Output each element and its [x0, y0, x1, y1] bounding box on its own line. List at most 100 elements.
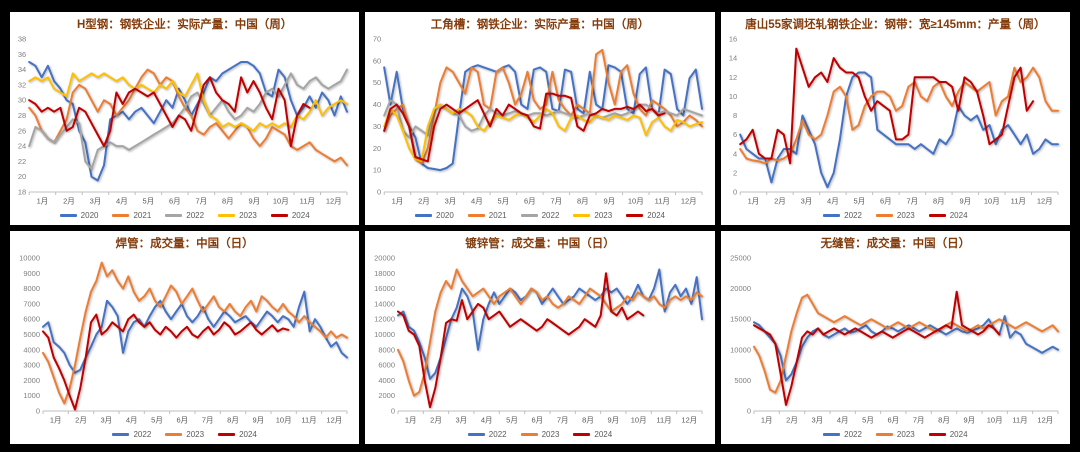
x-axis-tick-label: 5月 [862, 415, 874, 424]
legend-label: 2023 [186, 429, 205, 439]
x-axis-tick-label: 5月 [498, 196, 510, 205]
x-axis-tick-label: 2月 [774, 196, 786, 205]
y-axis-tick-label: 2 [733, 168, 737, 177]
legend-label: 2021 [133, 210, 152, 220]
legend-item-2023: 2023 [218, 211, 257, 220]
x-axis-tick-label: 7月 [912, 415, 924, 424]
chart-title: 焊管：成交量：中国（日） [115, 238, 254, 250]
legend-label: 2022 [133, 429, 152, 439]
legend-swatch [928, 213, 946, 217]
chart-panel-galvanized-pipe: 镀锌管：成交量：中国（日） 0 2000 4000 6000 8000 10000 1200… [365, 231, 715, 444]
chart-panel-welded-pipe: 焊管：成交量：中国（日） 0 1000 2000 3000 4000 5000 6000 70… [10, 231, 360, 444]
legend-swatch [467, 213, 485, 217]
chart-panel-seamless-pipe: 无缝管：成交量：中国（日） 0 5000 10000 15000 20000 25000 1… [720, 231, 1070, 444]
x-axis-tick-label: 12月 [326, 196, 342, 205]
x-axis-tick-label: 3月 [811, 415, 823, 424]
legend-label: 2024 [647, 210, 665, 220]
x-axis-tick-label: 9月 [963, 415, 975, 424]
legend-swatch [112, 432, 130, 436]
y-axis-tick-label: 20000 [374, 253, 395, 262]
legend-swatch [520, 432, 538, 436]
legend-item-2024: 2024 [218, 430, 257, 439]
legend-swatch [823, 213, 841, 217]
legend-item-2021: 2021 [112, 211, 151, 220]
y-axis-tick-label: 15000 [730, 315, 751, 324]
legend-label: 2021 [488, 210, 507, 220]
x-axis-tick-label: 1月 [392, 196, 404, 205]
y-axis-tick-label: 0 [733, 187, 737, 196]
x-axis-tick-label: 7月 [551, 196, 563, 205]
x-axis-tick-label: 10月 [631, 415, 647, 424]
x-axis-tick-label: 2月 [430, 415, 442, 424]
x-axis-tick-label: 8月 [227, 415, 239, 424]
chart-title: H型钢：钢铁企业：实际产量：中国（周） [77, 19, 293, 31]
x-axis-tick-label: 3月 [100, 415, 112, 424]
y-axis-tick-label: 20000 [730, 284, 751, 293]
x-axis-tick-label: 4月 [836, 415, 848, 424]
x-axis-tick-label: 1月 [747, 196, 759, 205]
x-axis-tick-label: 12月 [682, 415, 698, 424]
legend-swatch [59, 213, 77, 217]
legend-label: 2023 [239, 210, 257, 220]
legend-label: 2022 [541, 210, 560, 220]
legend-item-2023: 2023 [875, 211, 915, 220]
y-axis-tick-label: 16 [729, 34, 737, 43]
legend-item-2023: 2023 [165, 430, 204, 439]
y-axis-tick-label: 70 [373, 34, 381, 43]
x-axis-tick-label: 6月 [169, 196, 181, 205]
series-line-2022 [28, 68, 348, 170]
x-axis-tick-label: 5月 [143, 196, 155, 205]
chart-panel-tangshan-strip: 唐山55家调坯轧钢铁企业：钢带：宽≥145mm：产量（周） 0 2 4 6 8 10 12 1… [720, 12, 1070, 225]
legend-swatch [165, 432, 183, 436]
chart-legend: 2020 2021 2022 2023 2024 [14, 207, 355, 223]
x-axis-tick-label: 1月 [50, 415, 62, 424]
legend-label: 2024 [239, 429, 257, 439]
y-axis-tick-label: 18000 [374, 269, 395, 278]
x-axis-tick-label: 5月 [506, 415, 518, 424]
y-axis-tick-label: 2000 [23, 376, 40, 385]
chart-plot-area: 0 5000 10000 15000 20000 25000 1月 2月 3月 4月 5月 6月 7月 8… [725, 253, 1066, 426]
y-axis-tick-label: 20 [18, 172, 26, 181]
x-axis-tick-label: 3月 [445, 196, 457, 205]
x-axis-tick-label: 5月 [853, 196, 865, 205]
legend-item-2024: 2024 [270, 211, 310, 220]
legend-item-2023: 2023 [520, 430, 559, 439]
series-line-2022 [42, 290, 348, 374]
legend-item-2022: 2022 [467, 429, 507, 439]
chart-legend: 2022 2023 2024 [14, 426, 355, 442]
chart-title: 唐山55家调坯轧钢铁企业：钢带：宽≥145mm：产量（周） [745, 19, 1046, 31]
chart-canvas: 0 5000 10000 15000 20000 25000 1月 2月 3月 4月 5月 6月 7月 8… [730, 253, 1059, 424]
legend-swatch [573, 432, 591, 436]
y-axis-tick-label: 18 [18, 187, 26, 196]
x-axis-tick-label: 10月 [986, 415, 1002, 424]
legend-label: 2022 [488, 429, 507, 439]
y-axis-tick-label: 5000 [734, 376, 751, 385]
x-axis-tick-label: 3月 [800, 196, 812, 205]
legend-label: 2020 [80, 210, 99, 220]
y-axis-tick-label: 10 [729, 92, 737, 101]
series-line-2024 [383, 92, 666, 163]
series-line-2023 [397, 268, 704, 397]
chart-plot-area: 18 20 22 24 26 28 30 32 34 36 38 1月 2月 3月 4月 5月 6月 7月 8月 9月… [14, 34, 355, 207]
chart-legend: 2022 2023 2024 [725, 426, 1066, 442]
x-axis-tick-label: 8月 [582, 415, 594, 424]
x-axis-tick-label: 1月 [37, 196, 49, 205]
x-axis-tick-label: 4月 [126, 415, 138, 424]
legend-swatch [218, 432, 236, 436]
x-axis-tick-label: 3月 [456, 415, 468, 424]
y-axis-tick-label: 7000 [23, 299, 40, 308]
legend-swatch [875, 432, 893, 436]
legend-item-2023: 2023 [573, 211, 612, 220]
x-axis-tick-label: 11月 [300, 196, 315, 205]
series-line-2023 [738, 66, 1059, 165]
x-axis-tick-label: 4月 [471, 196, 483, 205]
y-axis-tick-label: 36 [18, 50, 26, 59]
legend-item-2022: 2022 [823, 211, 862, 220]
y-axis-tick-label: 12 [729, 73, 737, 82]
chart-plot-area: 0 2000 4000 6000 8000 10000 12000 14000 16000 180… [369, 253, 710, 426]
chart-legend: 2022 2023 2024 [725, 207, 1066, 223]
y-axis-tick-label: 12000 [374, 315, 395, 324]
y-axis-tick-label: 32 [18, 80, 26, 89]
legend-swatch [415, 213, 432, 217]
